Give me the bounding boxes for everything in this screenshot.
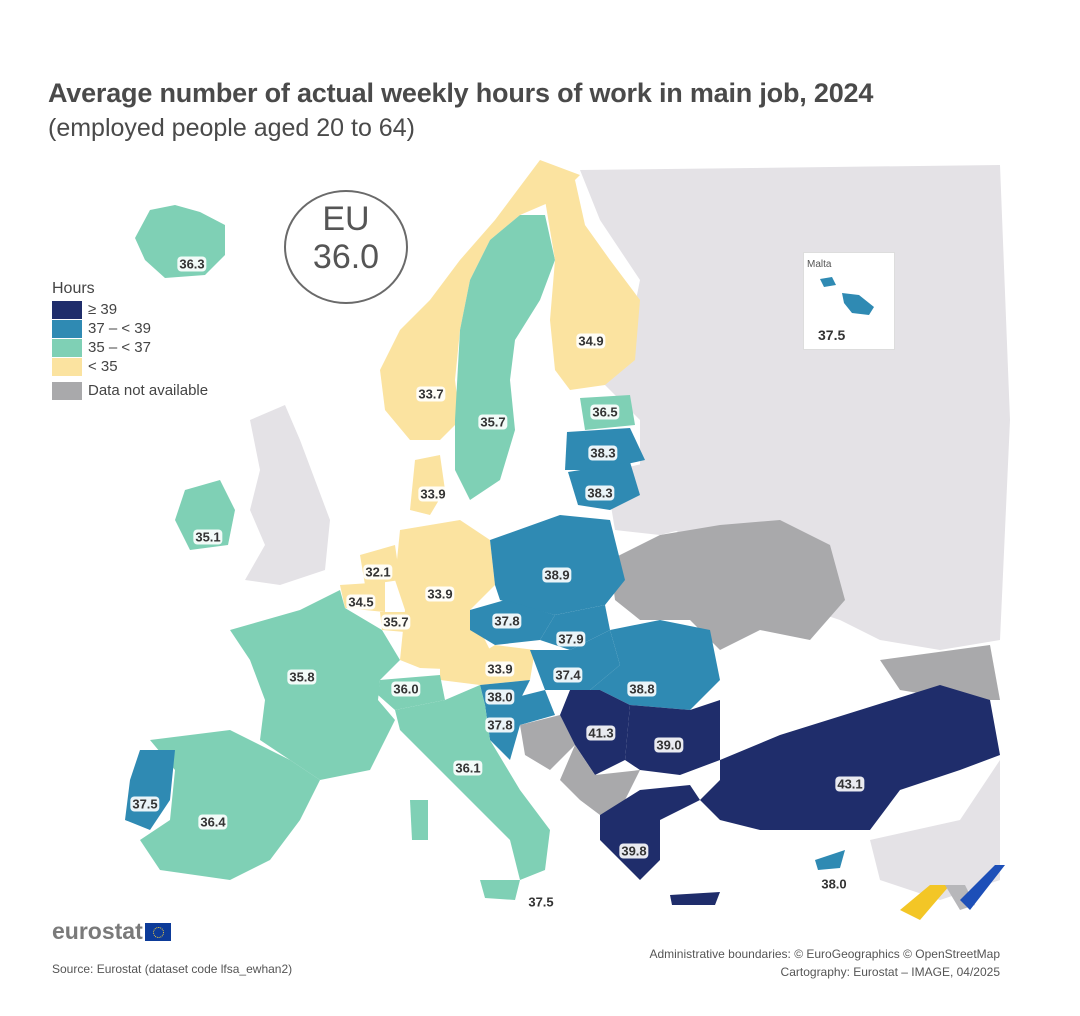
value-label-luxembourg: 35.7 [381,614,411,630]
legend-item-under-35: < 35 [52,357,208,376]
legend-item-39-plus: ≥ 39 [52,300,208,319]
region-bosnia [520,715,575,770]
region-poland [490,515,625,615]
value-label-spain: 36.4 [198,814,228,830]
value-label-czechia: 37.8 [492,613,522,629]
legend-item-not-available: Data not available [52,381,208,400]
region-norway [380,160,580,440]
region-sardinia [410,800,428,840]
value-label-estonia: 36.5 [590,404,620,420]
region-belarus [610,460,720,535]
value-label-sweden: 35.7 [478,414,508,430]
value-label-slovakia: 37.9 [556,631,586,647]
value-label-germany: 33.9 [425,586,455,602]
value-label-hungary: 37.4 [553,667,583,683]
eurostat-wordmark: eurostat [52,918,143,944]
malta-inset-value: 37.5 [818,327,846,343]
eu-value: 36.0 [312,238,380,276]
legend-label: ≥ 39 [88,301,118,318]
value-label-switzerland: 36.0 [391,681,421,697]
value-label-sicily-area: 37.5 [526,894,556,910]
value-label-turkey: 43.1 [835,776,865,792]
region-denmark [410,455,445,515]
value-label-poland: 38.9 [542,567,572,583]
eurostat-logo: eurostat [52,918,171,945]
legend-label: Data not available [88,382,209,399]
europe-map [125,160,1010,920]
legend-item-37-39: 37 – < 39 [52,319,208,338]
value-label-austria: 33.9 [485,661,515,677]
value-label-ireland: 35.1 [193,529,223,545]
legend-swatch [52,338,82,357]
value-label-cyprus: 38.0 [819,876,849,892]
malta-inset-title: Malta [807,259,832,270]
legend-swatch [52,381,82,400]
eu-label: EU [322,200,370,238]
legend-swatch [52,357,82,376]
region-western-balkans [560,745,640,815]
region-ukraine [610,520,845,650]
legend-label: < 35 [88,358,118,375]
region-cyprus [815,850,845,870]
legend-label: 37 – < 39 [88,320,151,337]
boundaries-credit: Administrative boundaries: © EuroGeograp… [649,947,1000,961]
value-label-netherlands: 32.1 [363,564,393,580]
value-label-slovenia: 38.0 [485,689,515,705]
legend-item-35-37: 35 – < 37 [52,338,208,357]
value-label-serbia: 41.3 [586,725,616,741]
credits: Administrative boundaries: © EuroGeograp… [649,945,1000,981]
logo-stripe-yellow [900,885,950,920]
value-label-iceland: 36.3 [177,256,207,272]
region-crete [670,892,720,905]
malta-shape [820,277,874,315]
chart-title: Average number of actual weekly hours of… [48,78,874,108]
value-label-norway: 33.7 [416,386,446,402]
region-turkey [700,685,1000,830]
value-label-croatia: 37.8 [485,717,515,733]
legend-swatch [52,300,82,319]
region-russia-east [580,165,1010,650]
logo-stripe-blue [960,865,1005,910]
value-label-greece: 39.8 [619,843,649,859]
region-sicily [480,880,520,900]
region-finland [545,180,640,390]
value-label-finland: 34.9 [576,333,606,349]
region-middle-east [870,760,1000,900]
region-romania [590,620,720,710]
value-label-italy: 36.1 [453,760,483,776]
region-caucasus [880,645,1000,700]
legend-swatch [52,319,82,338]
legend-label: 35 – < 37 [88,339,151,356]
value-label-romania: 38.8 [627,681,657,697]
eu-average-badge: EU 36.0 [284,190,408,304]
value-label-lithuania: 38.3 [585,485,615,501]
legend: Hours ≥ 39 37 – < 39 35 – < 37 < 35 Data… [52,280,208,400]
value-label-denmark: 33.9 [418,486,448,502]
chart-subtitle: (employed people aged 20 to 64) [48,114,415,142]
region-spain [140,730,320,880]
region-hungary [530,630,620,690]
malta-inset: Malta 37.5 [803,252,895,350]
region-italy [395,685,550,880]
region-portugal [125,750,175,830]
region-uk [245,405,330,585]
value-label-france: 35.8 [287,669,317,685]
value-label-portugal: 37.5 [130,796,160,812]
source-note: Source: Eurostat (dataset code lfsa_ewha… [52,962,293,976]
value-label-belgium: 34.5 [346,594,376,610]
value-label-bulgaria: 39.0 [654,737,684,753]
eu-flag-icon [144,922,171,941]
legend-title: Hours [52,280,95,297]
region-france [230,590,400,780]
value-label-latvia: 38.3 [588,445,618,461]
cartography-credit: Cartography: Eurostat – IMAGE, 04/2025 [780,965,1000,979]
